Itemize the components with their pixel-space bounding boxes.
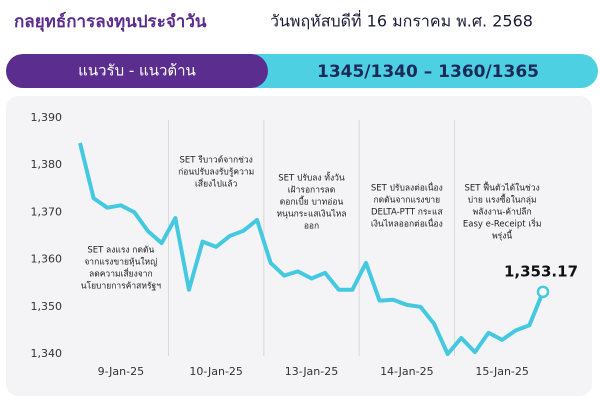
annotation: นโยบายการค้าสหรัฐฯ xyxy=(81,281,161,292)
annotation: พรุ่งนี้ xyxy=(492,230,513,242)
annotation: พลังงาน-ค้าปลีก xyxy=(473,207,532,218)
y-tick-label: 1,340 xyxy=(31,347,63,360)
banner-levels: 1345/1340 – 1360/1365 xyxy=(317,62,539,82)
annotation: ลดความเสี่ยงจาก xyxy=(89,268,153,280)
annotation: กดดันจากแรงขาย xyxy=(373,196,440,206)
annotation: DELTA-PTT กระแส xyxy=(371,208,444,218)
title: กลยุทธ์การลงทุนประจำวัน xyxy=(14,11,207,32)
price-line xyxy=(78,142,545,356)
banner-label: แนวรับ - แนวต้าน xyxy=(78,62,196,80)
annotation: หนุนกระแสเงินไหล xyxy=(276,209,346,220)
x-tick-label: 14-Jan-25 xyxy=(380,365,434,378)
annotation: SET ปรับลงต่อเนื่อง xyxy=(371,182,443,194)
annotation: ก่อนปรับลงรับรู้ความ xyxy=(178,167,254,178)
x-tick-label: 9-Jan-25 xyxy=(98,365,145,378)
y-tick-label: 1,380 xyxy=(31,158,63,171)
value-label: 1,353.17 xyxy=(504,262,578,280)
annotation: จากแรงขายหุ้นใหญ่ xyxy=(84,257,157,268)
y-tick-label: 1,350 xyxy=(31,300,63,313)
annotation: ดอกเบี้ย บาทอ่อน xyxy=(280,196,344,208)
x-tick-label: 15-Jan-25 xyxy=(475,365,529,378)
annotation: บ่าย แรงซื้อในกลุ่ม xyxy=(468,194,537,206)
annotation: เฝ้ารอการลด xyxy=(288,185,336,196)
x-tick-label: 10-Jan-25 xyxy=(189,365,243,378)
y-tick-label: 1,370 xyxy=(31,205,63,218)
annotation: เงินไหลออกต่อเนื่อง xyxy=(371,218,443,230)
annotation: เสี่ยงไปแล้ว xyxy=(195,178,238,190)
annotation: SET ลงแรง กดดัน xyxy=(87,246,154,256)
annotation: SET ปรับลง ทั้งวัน xyxy=(278,172,345,184)
annotation: Easy e-Receipt เริ่ม xyxy=(463,218,542,230)
banner-right xyxy=(240,54,598,88)
y-tick-label: 1,390 xyxy=(31,111,63,124)
y-tick-label: 1,360 xyxy=(31,253,63,266)
annotation: ออก xyxy=(304,222,319,232)
x-tick-label: 13-Jan-25 xyxy=(285,365,339,378)
annotation: SET รีบาวด์จากช่วง xyxy=(180,155,253,166)
banner-left xyxy=(6,54,268,88)
chart-panel xyxy=(6,96,592,396)
annotation: SET ฟื้นตัวได้ในช่วง xyxy=(465,182,540,194)
end-marker xyxy=(536,285,550,299)
date: วันพฤหัสบดีที่ 16 มกราคม พ.ศ. 2568 xyxy=(270,10,533,31)
